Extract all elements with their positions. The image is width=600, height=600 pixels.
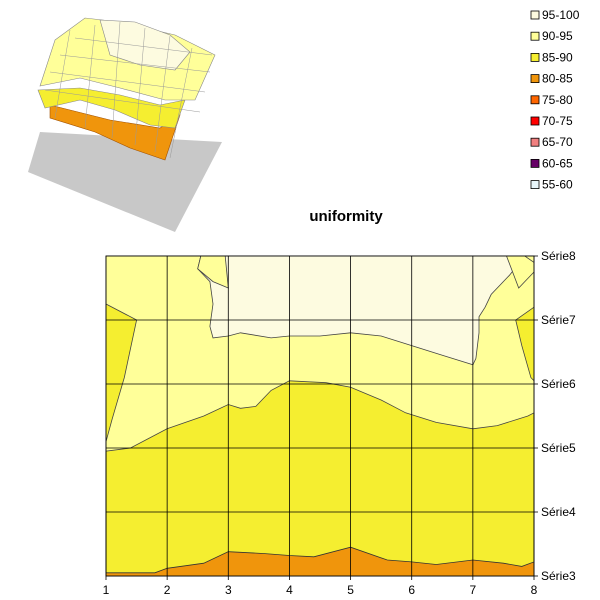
y-tick-label-Série6: Série6 bbox=[541, 377, 576, 391]
band-95-100 bbox=[197, 255, 526, 366]
legend-swatch-95-100 bbox=[530, 10, 540, 20]
x-tick-label-1: 1 bbox=[103, 583, 110, 597]
legend-swatch-60-65 bbox=[530, 158, 540, 168]
chart-title: uniformity bbox=[309, 208, 383, 225]
y-tick-label-Série8: Série8 bbox=[541, 249, 576, 263]
legend-label-80-85: 80-85 bbox=[542, 72, 573, 86]
legend-label-55-60: 55-60 bbox=[542, 178, 573, 192]
legend-label-65-70: 65-70 bbox=[542, 135, 573, 149]
legend-swatch-65-70 bbox=[530, 137, 540, 147]
legend-swatch-90-95 bbox=[530, 31, 540, 41]
surface-band-80-85 bbox=[49, 104, 181, 161]
legend-label-95-100: 95-100 bbox=[542, 8, 580, 22]
legend-swatch-70-75 bbox=[530, 116, 540, 126]
y-axis-ticks: Série3 Série4 Série5 Série6 Série7 Série8 bbox=[534, 249, 576, 583]
y-tick-label-Série3: Série3 bbox=[541, 569, 576, 583]
x-tick-label-4: 4 bbox=[286, 583, 293, 597]
legend-label-75-80: 75-80 bbox=[542, 93, 573, 107]
x-tick-label-8: 8 bbox=[531, 583, 538, 597]
gridlines bbox=[105, 255, 535, 577]
legend-label-70-75: 70-75 bbox=[542, 114, 573, 128]
x-tick-label-5: 5 bbox=[347, 583, 354, 597]
surface-3d-preview bbox=[28, 17, 222, 232]
legend-label-60-65: 60-65 bbox=[542, 156, 573, 170]
legend-swatch-75-80 bbox=[530, 95, 540, 105]
surface-band-95-100 bbox=[99, 19, 191, 71]
x-tick-label-3: 3 bbox=[225, 583, 232, 597]
surface-mesh bbox=[44, 21, 213, 159]
surface-base-shadow bbox=[28, 132, 222, 232]
legend-swatch-55-60 bbox=[530, 180, 540, 190]
legend-label-85-90: 85-90 bbox=[542, 50, 573, 64]
x-tick-label-2: 2 bbox=[164, 583, 171, 597]
x-axis-ticks: 1 2 3 4 5 6 7 8 bbox=[103, 576, 538, 597]
y-tick-label-Série4: Série4 bbox=[541, 505, 576, 519]
legend-swatch-85-90 bbox=[530, 53, 540, 62]
surface-band-85-90 bbox=[37, 87, 186, 129]
legend-label-90-95: 90-95 bbox=[542, 29, 573, 43]
x-tick-label-6: 6 bbox=[408, 583, 415, 597]
legend-swatch-80-85 bbox=[530, 74, 540, 83]
x-tick-label-7: 7 bbox=[470, 583, 477, 597]
y-tick-label-Série5: Série5 bbox=[541, 441, 576, 455]
y-tick-label-Série7: Série7 bbox=[541, 313, 576, 327]
legend: 95-100 90-95 85-90 80-85 75-80 70-75 65-70 60-6… bbox=[530, 8, 580, 192]
